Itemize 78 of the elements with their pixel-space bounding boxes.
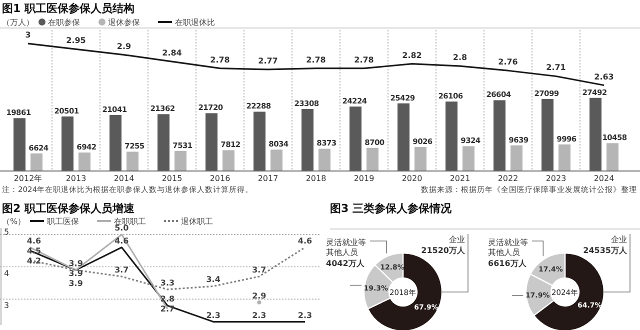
bar bbox=[30, 153, 42, 171]
x-tick-label: 2019 bbox=[354, 174, 374, 183]
slice-label: 灵活就业等其他人员 bbox=[488, 238, 528, 257]
y-tick-label: 5 bbox=[4, 227, 10, 236]
bar bbox=[318, 148, 330, 171]
legend-label: 在职参保 bbox=[48, 18, 80, 27]
legend-label: 职工医保 bbox=[47, 217, 79, 226]
x-tick-label: 2017 bbox=[258, 174, 278, 183]
data-label: 2.84 bbox=[162, 48, 182, 58]
x-tick-label: 2021 bbox=[450, 174, 470, 183]
text: 4042万人 bbox=[326, 259, 364, 268]
bar bbox=[606, 143, 618, 171]
y-tick-label: 3 bbox=[4, 301, 10, 310]
slice-label: 灵活就业等其他人员 bbox=[326, 238, 366, 257]
x-tick-label: 2015 bbox=[162, 174, 182, 183]
chart-title: 图2 职工医保参保人员增速 bbox=[2, 202, 136, 215]
bar bbox=[222, 150, 234, 171]
data-label: 3.3 bbox=[160, 278, 175, 288]
legend-label: 退休职工 bbox=[181, 217, 213, 226]
x-tick-label: 2023 bbox=[546, 174, 566, 183]
data-label: 2.82 bbox=[402, 50, 422, 60]
data-label: 2.78 bbox=[354, 55, 374, 64]
data-label: 3 bbox=[25, 30, 31, 40]
chart-title: 图3 三类参保人参保情况 bbox=[330, 202, 452, 215]
legend-label: 在职退休比 bbox=[175, 18, 215, 27]
bar bbox=[126, 152, 138, 171]
data-label: 3.7 bbox=[252, 266, 266, 274]
data-label: 2.95 bbox=[66, 36, 86, 46]
data-label: 4.6 bbox=[114, 236, 130, 246]
data-label: 3.9 bbox=[68, 279, 84, 288]
data-label: 3.7 bbox=[114, 266, 129, 274]
bar bbox=[174, 150, 186, 171]
x-tick-label: 2020 bbox=[402, 174, 422, 183]
data-label: 2.3 bbox=[206, 310, 220, 320]
data-label: 4.2 bbox=[26, 256, 42, 266]
legend-label: 在职职工 bbox=[114, 217, 146, 226]
data-label: 2.77 bbox=[258, 56, 278, 66]
data-label: 5.0 bbox=[114, 223, 130, 232]
data-label: 4.6 bbox=[298, 236, 313, 246]
data-label: 3.4 bbox=[206, 275, 221, 284]
data-label: 2.78 bbox=[210, 55, 230, 64]
x-tick-label: 2016 bbox=[210, 174, 230, 183]
data-label: 2.7 bbox=[160, 304, 175, 314]
x-tick-label: 2012年 bbox=[14, 174, 42, 183]
text: 6616万人 bbox=[488, 259, 526, 268]
text: 24535万人 bbox=[583, 246, 627, 255]
data-label: 3.9 bbox=[68, 259, 84, 268]
data-label: 2.76 bbox=[498, 58, 518, 67]
bar bbox=[366, 148, 378, 171]
y-tick-label: 4 bbox=[4, 268, 10, 278]
data-label: 2.78 bbox=[306, 55, 326, 64]
chart-title: 图1 职工医保参保人员结构 bbox=[2, 2, 134, 15]
bar bbox=[510, 145, 522, 171]
y-axis-title: （%） bbox=[2, 217, 26, 226]
data-label: 2.3 bbox=[298, 310, 312, 320]
bar bbox=[78, 152, 90, 171]
x-tick-label: 2013 bbox=[66, 174, 86, 183]
legend-label: 退休参保 bbox=[108, 18, 140, 27]
data-label: 2.3 bbox=[252, 310, 266, 320]
data-label: 4.6 bbox=[26, 236, 42, 246]
bar bbox=[462, 146, 474, 171]
data-label: 2.9 bbox=[252, 291, 267, 300]
bar bbox=[270, 150, 282, 171]
bar bbox=[558, 144, 570, 171]
data-label: 3.9 bbox=[68, 269, 84, 278]
slice-label: 企业 bbox=[449, 235, 465, 244]
x-tick-label: 2022 bbox=[498, 174, 518, 183]
x-tick-label: 2024 bbox=[594, 174, 614, 183]
data-label: 2.63 bbox=[594, 72, 614, 82]
data-label: 2.71 bbox=[546, 63, 566, 72]
y-axis-title: （万人） bbox=[2, 18, 34, 27]
x-tick-label: 2014 bbox=[114, 174, 134, 183]
slice-label: 企业 bbox=[611, 235, 627, 244]
data-label: 2.8 bbox=[452, 53, 468, 62]
bar bbox=[414, 146, 426, 171]
x-tick-label: 2018 bbox=[306, 174, 326, 183]
text: 21520万人 bbox=[421, 246, 465, 255]
data-label: 2.9 bbox=[116, 42, 132, 51]
